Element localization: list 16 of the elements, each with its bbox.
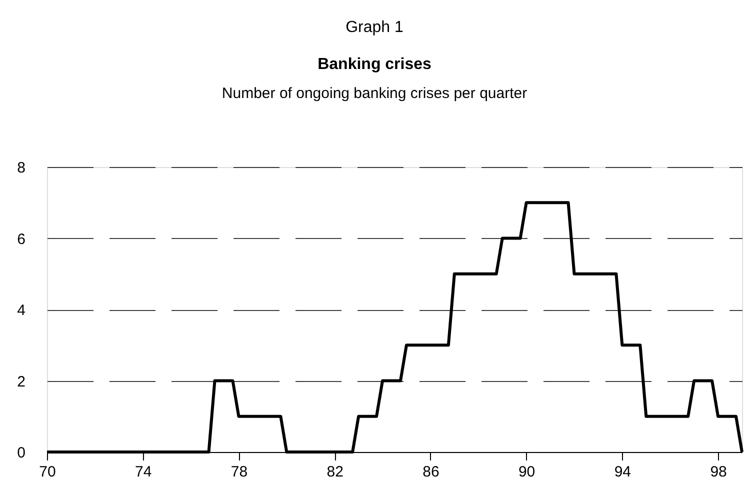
x-tick-label: 86 xyxy=(422,464,440,480)
caption: Graph 1 xyxy=(346,19,404,36)
y-tick-label: 8 xyxy=(17,160,26,176)
chart-subtitle: Number of ongoing banking crises per quarter xyxy=(222,85,528,102)
chart-title: Banking crises xyxy=(318,56,432,73)
x-tick-label: 74 xyxy=(135,464,152,480)
y-tick-label: 6 xyxy=(17,230,26,248)
x-tick-label: 78 xyxy=(230,464,248,480)
x-tick-label: 98 xyxy=(710,464,727,480)
y-tick-label: 2 xyxy=(17,373,26,390)
x-tick-label: 70 xyxy=(39,464,56,480)
x-tick-label: 94 xyxy=(614,464,632,480)
x-tick-label: 82 xyxy=(326,464,344,480)
x-tick-label: 90 xyxy=(518,464,536,480)
y-tick-label: 4 xyxy=(17,302,26,319)
y-tick-label: 0 xyxy=(17,444,26,462)
